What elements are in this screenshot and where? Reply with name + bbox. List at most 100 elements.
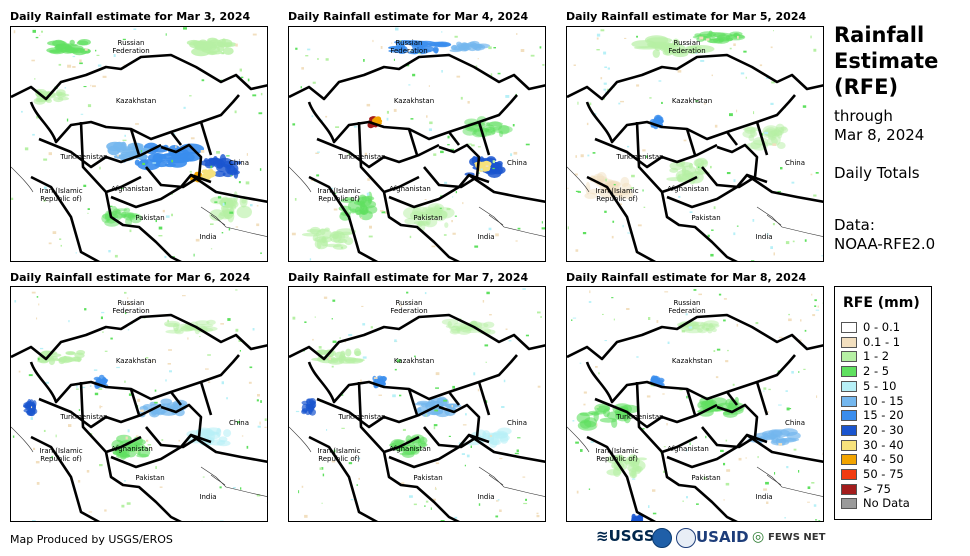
country-border	[585, 354, 796, 404]
country-border	[105, 435, 142, 454]
country-border	[30, 175, 101, 261]
country-border	[701, 143, 759, 189]
country-label-iran: Iran (Islamic Republic of)	[317, 447, 361, 463]
country-label-afghanistan: Afghanistan	[389, 445, 431, 453]
coastline	[567, 166, 590, 193]
map-svg	[567, 289, 823, 521]
main-title: Rainfall Estimate (RFE)	[834, 22, 938, 100]
country-label-kazakhstan: Kazakhstan	[115, 357, 157, 365]
country-border	[586, 435, 657, 521]
legend-label: 20 - 30	[863, 422, 904, 437]
country-label-pakistan: Pakistan	[691, 474, 721, 482]
map-panel-mar4: Russian Federation Kazakhstan Turkmenistan C…	[288, 26, 546, 262]
country-border	[357, 121, 460, 261]
country-border	[289, 53, 545, 101]
rainfall-area	[338, 191, 378, 221]
legend-label: 0.1 - 1	[863, 334, 901, 349]
map-svg	[11, 27, 267, 261]
country-label-china: China	[785, 159, 805, 167]
coastline	[488, 214, 504, 226]
country-border	[29, 354, 240, 404]
legend-swatch	[841, 410, 857, 422]
legend-item: 50 - 75	[841, 468, 904, 481]
coastline	[289, 426, 312, 453]
country-label-russia: Russian Federation	[668, 299, 706, 315]
legend-swatch	[841, 498, 857, 510]
country-border	[307, 94, 518, 144]
rainfall-speckles	[291, 27, 545, 261]
country-label-turkmenistan: Turkmenistan	[338, 413, 386, 421]
country-border	[145, 403, 203, 449]
legend-item: > 75	[841, 482, 891, 496]
country-border	[11, 313, 267, 361]
map-svg	[567, 29, 823, 261]
country-border	[308, 175, 379, 261]
coastline	[488, 474, 504, 486]
legend-item: 1 - 2	[841, 350, 889, 363]
country-label-pakistan: Pakistan	[413, 214, 443, 222]
country-label-china: China	[785, 419, 805, 427]
fews-globe-icon: ◎	[752, 529, 765, 545]
country-border	[423, 143, 481, 189]
title-line-3: (RFE)	[834, 75, 899, 99]
legend-item: 15 - 20	[841, 409, 904, 422]
legend-swatch	[841, 336, 857, 348]
country-label-india: India	[199, 493, 217, 501]
country-label-india: India	[477, 233, 495, 241]
country-border	[407, 388, 419, 416]
panel-title-mar7: Daily Rainfall estimate for Mar 7, 2024	[288, 271, 529, 284]
rainfall-area	[301, 398, 317, 416]
legend-label: 15 - 20	[863, 408, 904, 423]
country-border	[594, 137, 718, 169]
coastline	[289, 166, 312, 193]
country-border	[468, 433, 545, 463]
usgs-logo: ≋USGS	[596, 527, 655, 545]
country-border	[199, 381, 213, 416]
rainfall-area	[186, 37, 237, 57]
coastline	[210, 474, 226, 486]
country-border	[635, 121, 738, 261]
country-border	[685, 388, 697, 416]
country-label-pakistan: Pakistan	[413, 474, 443, 482]
legend-swatch	[841, 366, 857, 378]
coastline	[766, 214, 782, 226]
country-border	[289, 313, 545, 361]
coastline	[200, 206, 267, 237]
country-label-china: China	[507, 159, 527, 167]
country-border	[725, 131, 739, 146]
noaa-logo	[652, 528, 672, 548]
title-line-1: Rainfall	[834, 23, 925, 47]
legend-swatch	[841, 351, 857, 363]
country-border	[407, 128, 419, 156]
country-label-china: China	[229, 159, 249, 167]
fews-logo: FEWS NET	[768, 532, 826, 543]
rainfall-area	[301, 226, 356, 250]
rainfall-area	[46, 39, 91, 56]
data-label: Data:	[834, 216, 875, 234]
country-border	[105, 175, 142, 194]
country-label-pakistan: Pakistan	[691, 214, 721, 222]
legend-label: 50 - 75	[863, 467, 904, 481]
country-label-kazakhstan: Kazakhstan	[671, 97, 713, 105]
rainfall-area	[742, 123, 789, 151]
country-border	[357, 381, 460, 521]
map-svg	[11, 289, 267, 521]
country-border	[586, 175, 657, 261]
legend-item: 5 - 10	[841, 378, 897, 393]
map-panel-mar3: Russian Federation Kazakhstan Turkmenistan C…	[10, 26, 268, 262]
country-label-russia: Russian Federation	[112, 299, 150, 315]
country-border	[755, 381, 769, 416]
country-border	[129, 388, 141, 416]
coastline	[11, 166, 34, 193]
rainfall-area	[630, 513, 644, 521]
country-label-turkmenistan: Turkmenistan	[60, 413, 108, 421]
country-border	[585, 94, 796, 144]
rainfall-area	[441, 318, 496, 335]
country-border	[129, 128, 141, 156]
country-label-afghanistan: Afghanistan	[667, 445, 709, 453]
country-label-kazakhstan: Kazakhstan	[393, 97, 435, 105]
country-border	[169, 391, 183, 406]
legend-label: 5 - 10	[863, 378, 897, 393]
legend-swatch	[841, 322, 857, 333]
